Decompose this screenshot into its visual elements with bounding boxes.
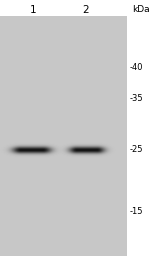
Text: -25: -25 — [130, 145, 143, 154]
Bar — [0, 17, 127, 256]
Text: kDa: kDa — [132, 5, 150, 14]
Text: -40: -40 — [130, 63, 143, 72]
Text: -35: -35 — [130, 94, 143, 103]
Text: 1: 1 — [30, 5, 36, 15]
Text: -15: -15 — [130, 207, 143, 216]
Text: 2: 2 — [82, 5, 89, 15]
